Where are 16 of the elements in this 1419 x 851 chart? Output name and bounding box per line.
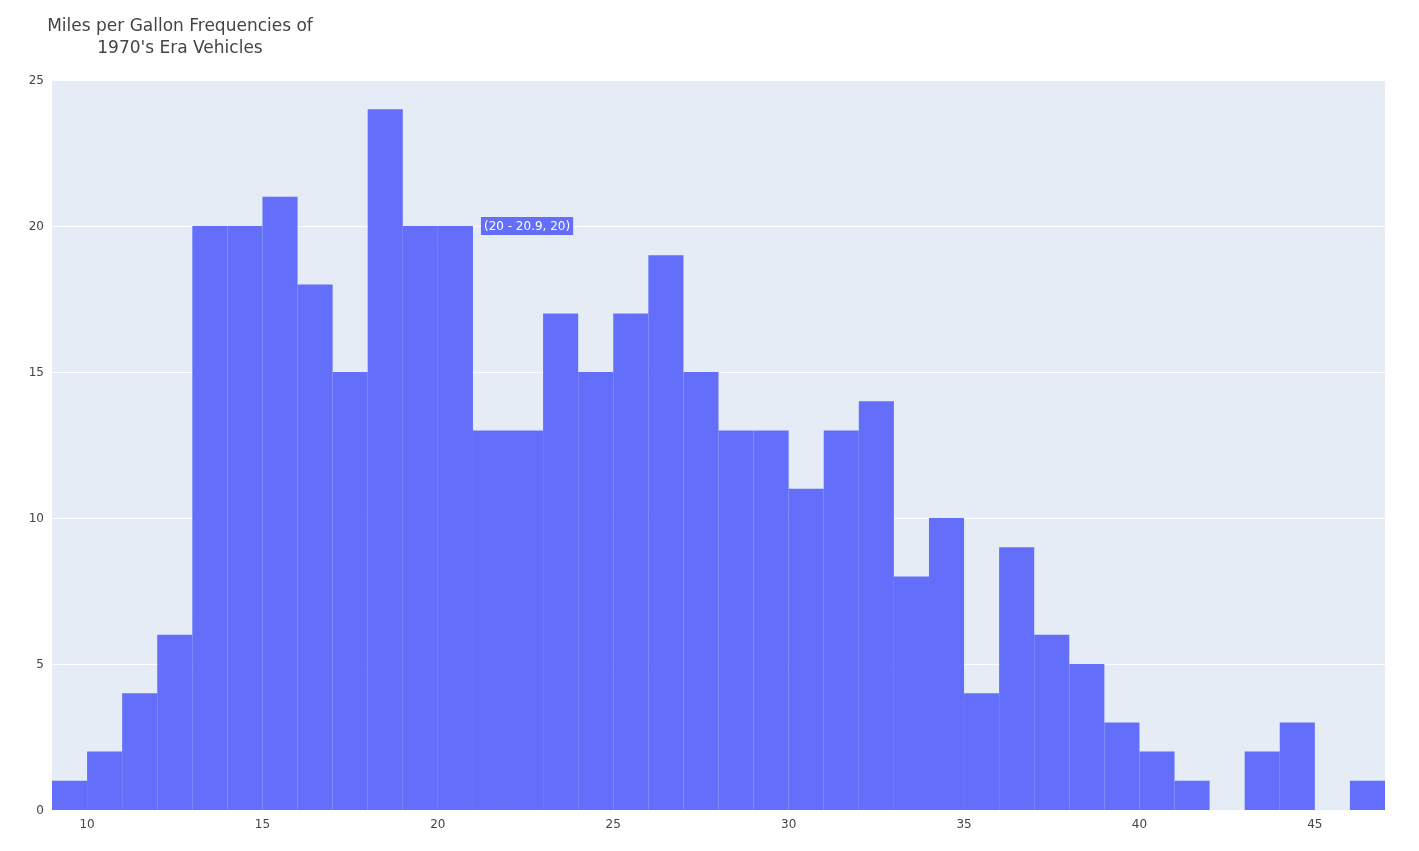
y-tick-label: 25 bbox=[28, 73, 44, 87]
x-tick-label: 20 bbox=[430, 817, 446, 831]
x-tick-label: 30 bbox=[781, 817, 797, 831]
x-tick-label: 10 bbox=[79, 817, 95, 831]
y-tick-label: 0 bbox=[36, 803, 44, 817]
y-tick-label: 20 bbox=[28, 219, 44, 233]
x-tick-label: 35 bbox=[956, 817, 972, 831]
y-tick-label: 15 bbox=[28, 365, 44, 379]
annotation: (20 - 20.9, 20) bbox=[483, 219, 571, 233]
x-tick-label: 15 bbox=[254, 817, 271, 831]
x-tick-label: 40 bbox=[1131, 817, 1148, 831]
x-tick-label: 45 bbox=[1307, 817, 1323, 831]
x-tick-label: 25 bbox=[605, 817, 621, 831]
y-tick-label: 10 bbox=[28, 511, 44, 525]
chart-title: Miles per Gallon Frequencies of 1970's Era Vehicles bbox=[47, 15, 314, 57]
y-tick-label: 5 bbox=[36, 657, 44, 671]
